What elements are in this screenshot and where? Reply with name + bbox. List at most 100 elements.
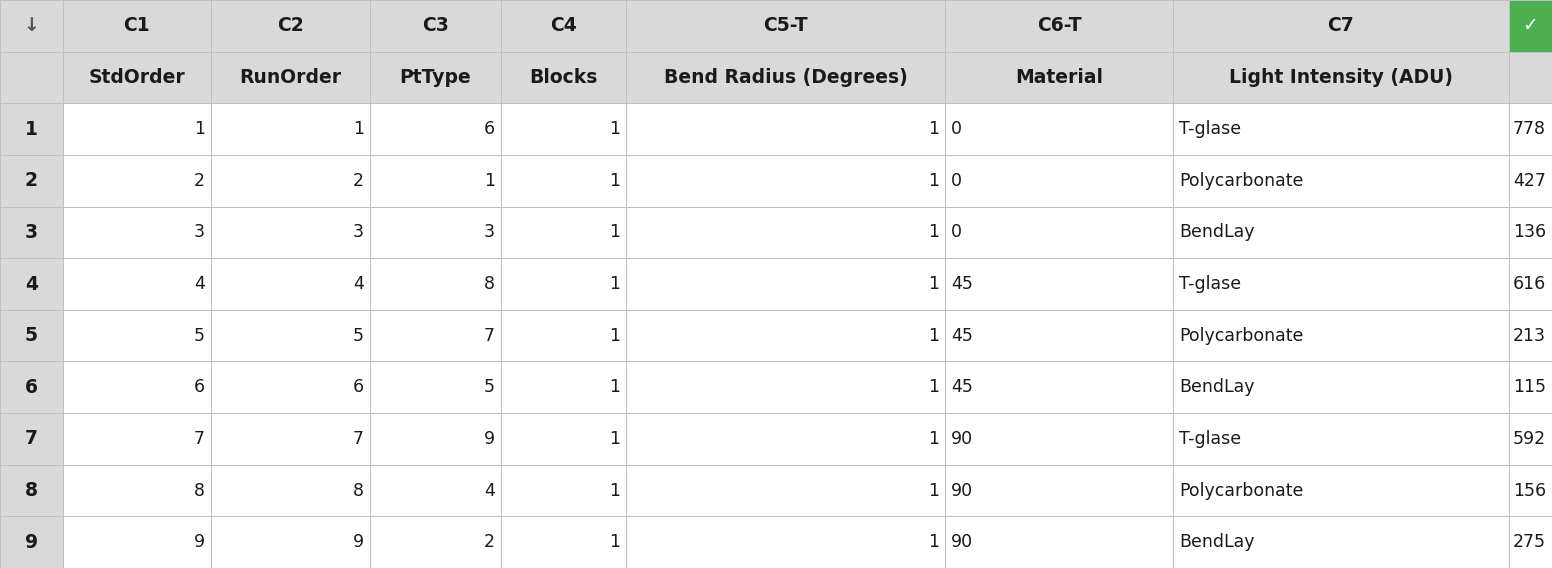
Bar: [1509, 258, 1552, 310]
Bar: [0, 516, 62, 568]
Bar: [62, 465, 211, 516]
Text: Polycarbonate: Polycarbonate: [1180, 482, 1304, 499]
Text: C3: C3: [422, 16, 449, 35]
Text: 6: 6: [25, 378, 37, 397]
Text: 616: 616: [1513, 275, 1546, 293]
Text: 156: 156: [1513, 482, 1546, 499]
Bar: [627, 310, 945, 361]
Text: 3: 3: [484, 223, 495, 241]
Text: 90: 90: [951, 533, 973, 551]
Bar: [1173, 155, 1509, 207]
Text: 1: 1: [928, 327, 939, 345]
Bar: [945, 0, 1173, 52]
Bar: [1509, 413, 1552, 465]
Bar: [211, 207, 369, 258]
Text: 7: 7: [25, 429, 37, 448]
Bar: [211, 258, 369, 310]
Bar: [501, 52, 627, 103]
Text: 5: 5: [194, 327, 205, 345]
Bar: [211, 465, 369, 516]
Bar: [945, 103, 1173, 155]
Text: Polycarbonate: Polycarbonate: [1180, 327, 1304, 345]
Bar: [945, 361, 1173, 413]
Text: 6: 6: [484, 120, 495, 138]
Bar: [211, 0, 369, 52]
Bar: [0, 207, 62, 258]
Bar: [501, 516, 627, 568]
Text: 4: 4: [194, 275, 205, 293]
Bar: [0, 0, 62, 52]
Bar: [1509, 207, 1552, 258]
Bar: [369, 361, 501, 413]
Text: 9: 9: [484, 430, 495, 448]
Text: 1: 1: [610, 327, 621, 345]
Text: 45: 45: [951, 378, 973, 396]
Bar: [1173, 361, 1509, 413]
Text: C7: C7: [1327, 16, 1355, 35]
Bar: [369, 207, 501, 258]
Bar: [501, 207, 627, 258]
Text: 1: 1: [610, 430, 621, 448]
Bar: [945, 413, 1173, 465]
Bar: [62, 413, 211, 465]
Bar: [627, 155, 945, 207]
Text: 90: 90: [951, 482, 973, 499]
Bar: [0, 258, 62, 310]
Bar: [369, 413, 501, 465]
Text: 5: 5: [484, 378, 495, 396]
Text: 7: 7: [352, 430, 365, 448]
Text: C4: C4: [551, 16, 577, 35]
Bar: [369, 258, 501, 310]
Text: 5: 5: [25, 326, 37, 345]
Text: 1: 1: [610, 378, 621, 396]
Text: C2: C2: [276, 16, 304, 35]
Text: 3: 3: [352, 223, 365, 241]
Bar: [1509, 207, 1552, 258]
Text: 4: 4: [484, 482, 495, 499]
Text: 1: 1: [928, 275, 939, 293]
Text: 6: 6: [194, 378, 205, 396]
Text: BendLay: BendLay: [1180, 223, 1254, 241]
Bar: [62, 361, 211, 413]
Text: 2: 2: [194, 172, 205, 190]
Text: 8: 8: [25, 481, 37, 500]
Text: 1: 1: [484, 172, 495, 190]
Bar: [62, 103, 211, 155]
Bar: [0, 52, 62, 103]
Bar: [501, 310, 627, 361]
Bar: [501, 413, 627, 465]
Bar: [369, 310, 501, 361]
Text: 1: 1: [610, 223, 621, 241]
Text: 1: 1: [928, 430, 939, 448]
Text: 275: 275: [1513, 533, 1546, 551]
Text: 213: 213: [1513, 327, 1546, 345]
Text: 2: 2: [484, 533, 495, 551]
Bar: [627, 516, 945, 568]
Bar: [945, 52, 1173, 103]
Text: 0: 0: [951, 172, 962, 190]
Bar: [1509, 516, 1552, 568]
Bar: [1509, 516, 1552, 568]
Bar: [211, 361, 369, 413]
Text: 90: 90: [951, 430, 973, 448]
Bar: [627, 52, 945, 103]
Text: T-glase: T-glase: [1180, 430, 1242, 448]
Bar: [0, 465, 62, 516]
Bar: [627, 465, 945, 516]
Bar: [501, 155, 627, 207]
Text: BendLay: BendLay: [1180, 533, 1254, 551]
Text: 3: 3: [194, 223, 205, 241]
Text: C6-T: C6-T: [1037, 16, 1082, 35]
Text: ↓: ↓: [23, 16, 39, 35]
Text: PtType: PtType: [400, 68, 472, 87]
Bar: [1173, 310, 1509, 361]
Text: RunOrder: RunOrder: [239, 68, 341, 87]
Bar: [945, 465, 1173, 516]
Bar: [1509, 361, 1552, 413]
Bar: [62, 258, 211, 310]
Text: 9: 9: [352, 533, 365, 551]
Text: 8: 8: [484, 275, 495, 293]
Bar: [211, 155, 369, 207]
Text: 0: 0: [951, 223, 962, 241]
Text: T-glase: T-glase: [1180, 120, 1242, 138]
